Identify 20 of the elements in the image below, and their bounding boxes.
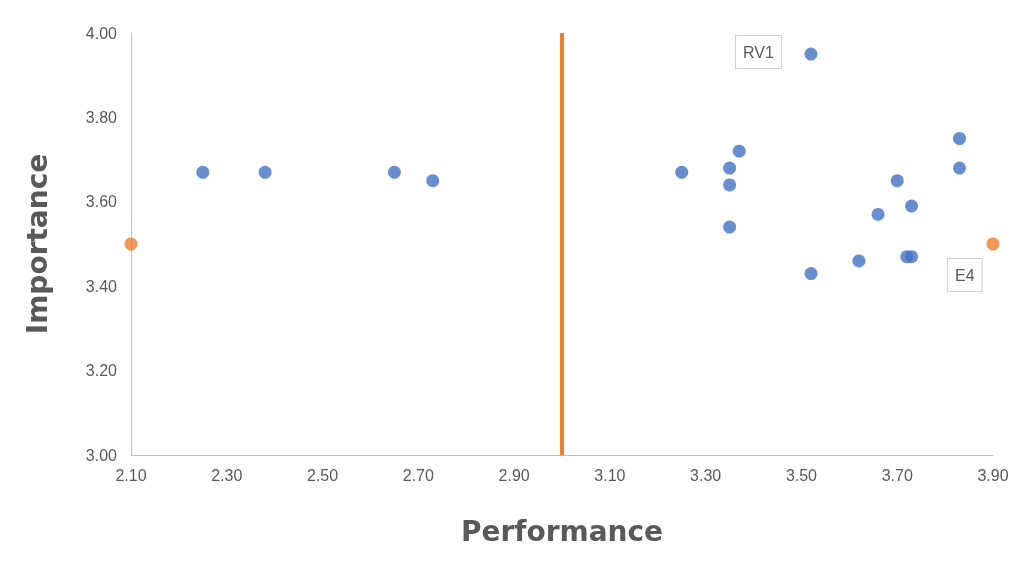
y-axis-title: Importance: [20, 153, 54, 335]
x-tick-label: 2.10: [115, 466, 147, 484]
x-axis-title: Performance: [460, 514, 664, 548]
y-tick-label: 3.20: [85, 362, 118, 380]
x-tick-label: 3.70: [881, 466, 913, 484]
x-tick-label: 3.30: [690, 466, 722, 484]
x-tick-label: 3.90: [977, 466, 1009, 484]
y-tick-label: 4.00: [85, 24, 118, 42]
x-tick-label: 2.50: [306, 466, 339, 484]
x-tick-label: 2.90: [498, 466, 530, 484]
annotation: E4: [955, 266, 975, 284]
x-tick-label: 2.30: [211, 466, 243, 484]
y-tick-label: 3.60: [85, 193, 118, 211]
y-tick-label: 3.00: [85, 446, 118, 464]
x-tick-label: 2.70: [402, 466, 435, 484]
annotation: RV1: [743, 43, 774, 61]
y-tick-label: 3.80: [85, 108, 118, 126]
x-tick-label: 3.50: [785, 466, 818, 484]
x-tick-label: 3.10: [594, 466, 626, 484]
y-tick-label: 3.40: [85, 277, 118, 295]
